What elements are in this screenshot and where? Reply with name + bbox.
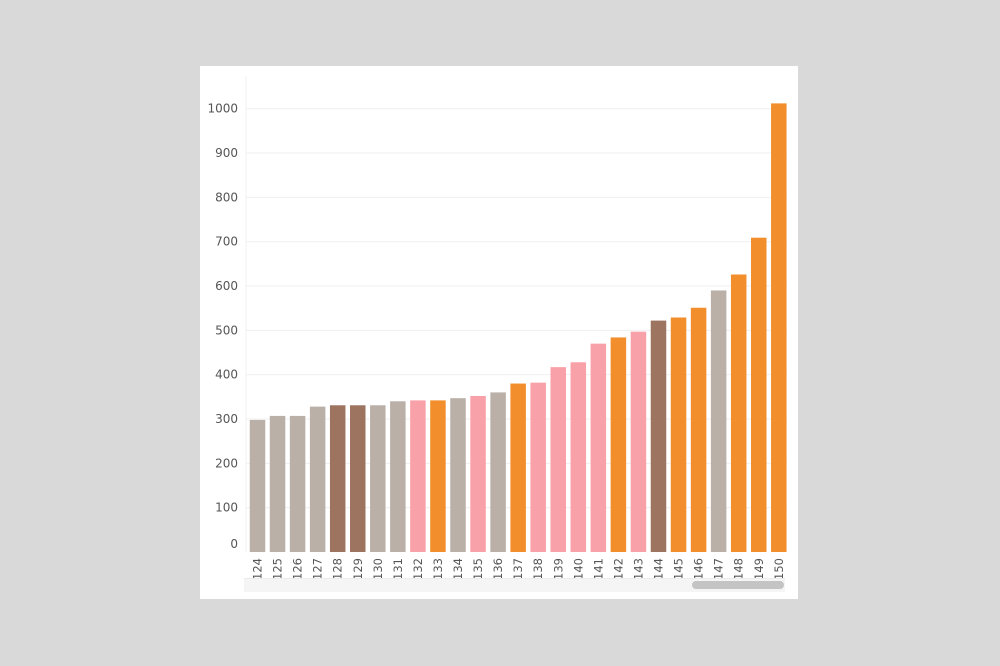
x-tick-label: 127 — [311, 558, 325, 580]
x-tick-label: 140 — [571, 558, 585, 580]
y-tick-label: 200 — [215, 456, 238, 470]
bar[interactable] — [249, 419, 266, 552]
x-tick-label: 150 — [772, 558, 786, 580]
y-tick-label: 400 — [215, 368, 238, 382]
x-tick-label: 125 — [271, 558, 285, 580]
y-tick-label: 300 — [215, 412, 238, 426]
bar[interactable] — [650, 320, 667, 552]
x-tick-label: 132 — [411, 558, 425, 580]
bar[interactable] — [329, 405, 346, 552]
bar[interactable] — [430, 400, 446, 552]
bar[interactable] — [530, 382, 546, 552]
y-tick-label: 800 — [215, 190, 238, 204]
bar[interactable] — [510, 383, 526, 552]
x-tick-label: 146 — [692, 558, 706, 580]
bar[interactable] — [350, 405, 366, 552]
bar[interactable] — [771, 103, 787, 552]
x-tick-label: 148 — [732, 558, 746, 580]
bar[interactable] — [550, 367, 567, 552]
x-tick-label: 129 — [351, 558, 365, 580]
x-tick-label: 139 — [551, 558, 565, 580]
x-tick-label: 128 — [331, 558, 345, 580]
y-tick-label: 500 — [215, 323, 238, 337]
bar[interactable] — [570, 362, 587, 552]
bar[interactable] — [751, 237, 767, 552]
y-tick-label: 900 — [215, 146, 238, 160]
x-tick-label: 130 — [371, 558, 385, 580]
bar[interactable] — [370, 405, 386, 552]
x-tick-label: 135 — [471, 558, 485, 580]
y-tick-label: 600 — [215, 279, 238, 293]
bar[interactable] — [470, 395, 486, 552]
bar[interactable] — [590, 343, 607, 552]
chart-panel: 0 100 200 300 400 500 600 700 800 900 1000 124 125 12… — [200, 66, 798, 599]
x-tick-label: 126 — [291, 558, 305, 580]
bar[interactable] — [289, 415, 306, 552]
x-tick-label: 136 — [491, 558, 505, 580]
bar[interactable] — [269, 415, 286, 552]
scrollbar-thumb[interactable] — [692, 581, 784, 589]
x-tick-label: 131 — [391, 558, 405, 580]
x-tick-label: 149 — [752, 558, 766, 580]
x-tick-label: 124 — [251, 558, 265, 580]
bar[interactable] — [630, 331, 647, 552]
bar[interactable] — [490, 392, 506, 552]
y-tick-label: 0 — [230, 537, 238, 551]
bar[interactable] — [410, 400, 426, 552]
bar-chart: 0 100 200 300 400 500 600 700 800 900 1000 124 125 12… — [207, 76, 787, 580]
x-tick-label: 145 — [672, 558, 686, 580]
bar[interactable] — [730, 274, 747, 552]
x-tick-label: 133 — [431, 558, 445, 580]
bar[interactable] — [690, 307, 707, 552]
bar[interactable] — [670, 317, 687, 552]
y-tick-label: 700 — [215, 235, 238, 249]
bar[interactable] — [710, 290, 727, 552]
y-tick-label: 100 — [215, 501, 238, 515]
x-tick-label: 141 — [591, 558, 605, 580]
x-tick-label: 134 — [451, 558, 465, 580]
horizontal-scrollbar[interactable] — [244, 578, 785, 592]
x-tick-label: 144 — [652, 558, 666, 580]
y-tick-label: 1000 — [207, 102, 238, 116]
bar[interactable] — [390, 401, 406, 552]
x-tick-label: 137 — [511, 558, 525, 580]
x-tick-label: 143 — [631, 558, 645, 580]
bar[interactable] — [610, 337, 627, 552]
x-tick-label: 142 — [611, 558, 625, 580]
bar[interactable] — [450, 398, 466, 552]
x-tick-label: 138 — [531, 558, 545, 580]
bar[interactable] — [309, 406, 326, 552]
x-tick-label: 147 — [712, 558, 726, 580]
